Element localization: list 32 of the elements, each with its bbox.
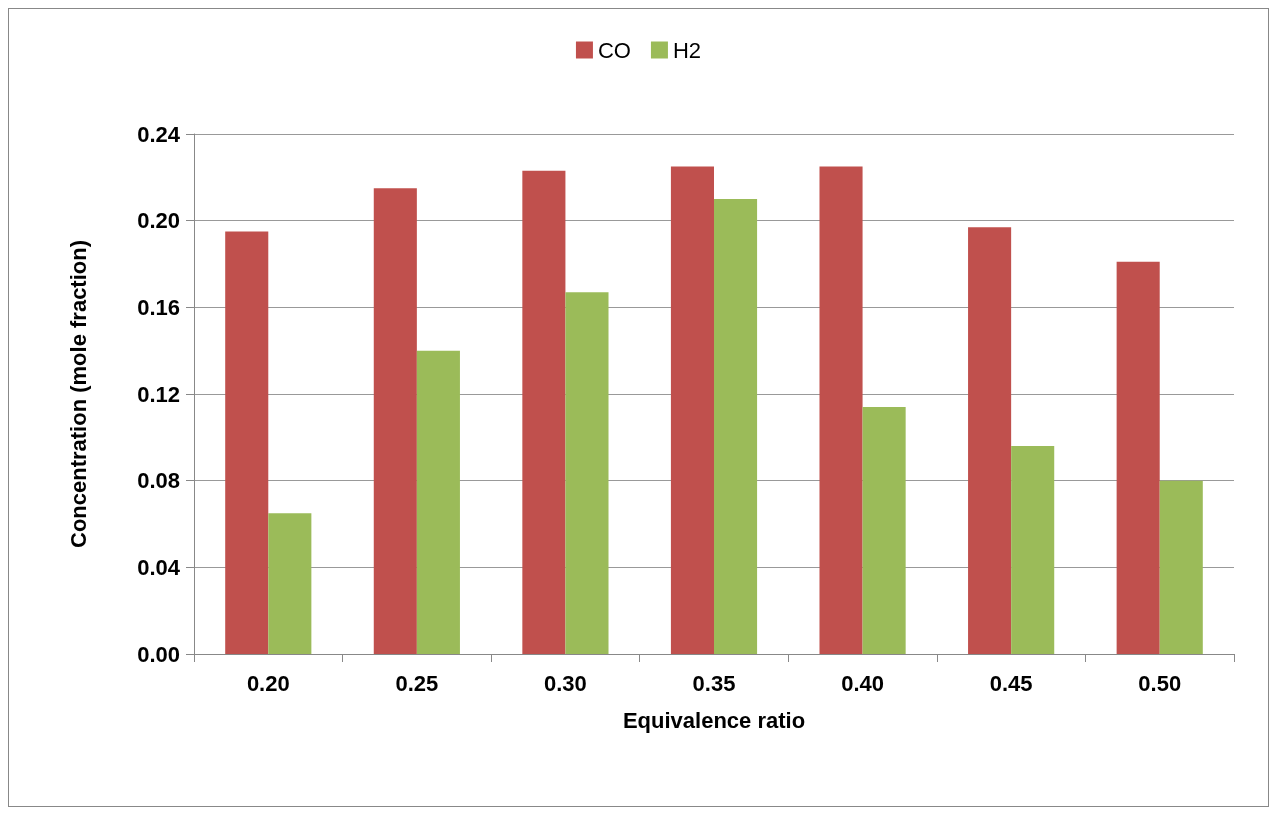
bar bbox=[565, 292, 609, 654]
y-tick-label: 0.12 bbox=[137, 381, 180, 407]
x-tick-label: 0.25 bbox=[395, 670, 439, 696]
x-tick-label: 0.30 bbox=[544, 670, 587, 696]
bar bbox=[819, 166, 863, 654]
bar bbox=[225, 231, 269, 654]
y-tick-label: 0.20 bbox=[137, 208, 180, 234]
y-axis-title: Concentration (mole fraction) bbox=[65, 239, 91, 549]
x-tick-label: 0.35 bbox=[692, 670, 736, 696]
x-tick-label: 0.40 bbox=[841, 670, 884, 696]
bar bbox=[1159, 480, 1203, 654]
x-axis-title: Equivalence ratio bbox=[622, 707, 806, 733]
bar bbox=[1011, 446, 1055, 654]
y-tick-label: 0.24 bbox=[137, 121, 181, 147]
bar bbox=[522, 170, 566, 654]
legend-label: H2 bbox=[672, 37, 702, 63]
y-tick-label: 0.16 bbox=[137, 294, 180, 320]
legend-label: CO bbox=[597, 37, 631, 63]
y-tick-label: 0.04 bbox=[137, 554, 181, 580]
x-tick-label: 0.50 bbox=[1138, 670, 1182, 696]
bar bbox=[416, 350, 460, 654]
bar bbox=[714, 199, 758, 654]
y-tick-label: 0.00 bbox=[137, 641, 180, 667]
bar bbox=[268, 513, 312, 654]
bar bbox=[670, 166, 714, 654]
x-tick-label: 0.20 bbox=[246, 670, 290, 696]
bar bbox=[862, 407, 906, 654]
x-tick-label: 0.45 bbox=[989, 670, 1033, 696]
y-tick-label: 0.08 bbox=[137, 468, 180, 494]
bar bbox=[373, 188, 417, 654]
bar bbox=[1116, 261, 1160, 654]
bar bbox=[968, 227, 1012, 654]
